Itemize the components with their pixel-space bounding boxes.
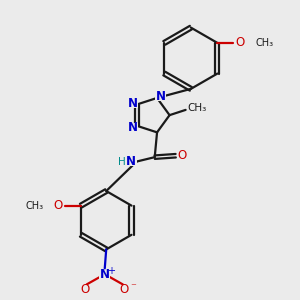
Bar xyxy=(236,39,244,47)
Bar xyxy=(80,285,90,294)
Bar xyxy=(128,123,138,132)
Bar xyxy=(128,98,138,108)
Text: O: O xyxy=(54,199,63,212)
Text: O: O xyxy=(120,283,129,296)
Text: CH₃: CH₃ xyxy=(25,201,43,211)
Text: N: N xyxy=(156,90,166,103)
Text: ⁻: ⁻ xyxy=(130,282,136,292)
Text: N: N xyxy=(100,268,110,281)
Text: N: N xyxy=(128,121,138,134)
Text: N: N xyxy=(126,155,136,168)
Bar xyxy=(155,92,166,101)
Text: +: + xyxy=(107,266,115,276)
Bar xyxy=(177,151,186,160)
Text: O: O xyxy=(235,36,244,50)
Bar xyxy=(99,269,110,279)
Bar xyxy=(124,157,137,166)
Text: CH₃: CH₃ xyxy=(187,103,206,113)
Text: H: H xyxy=(118,157,125,166)
Bar xyxy=(54,201,63,210)
Text: N: N xyxy=(128,97,138,110)
Text: O: O xyxy=(81,283,90,296)
Bar xyxy=(120,285,129,294)
Text: O: O xyxy=(177,149,186,162)
Text: CH₃: CH₃ xyxy=(255,38,273,48)
